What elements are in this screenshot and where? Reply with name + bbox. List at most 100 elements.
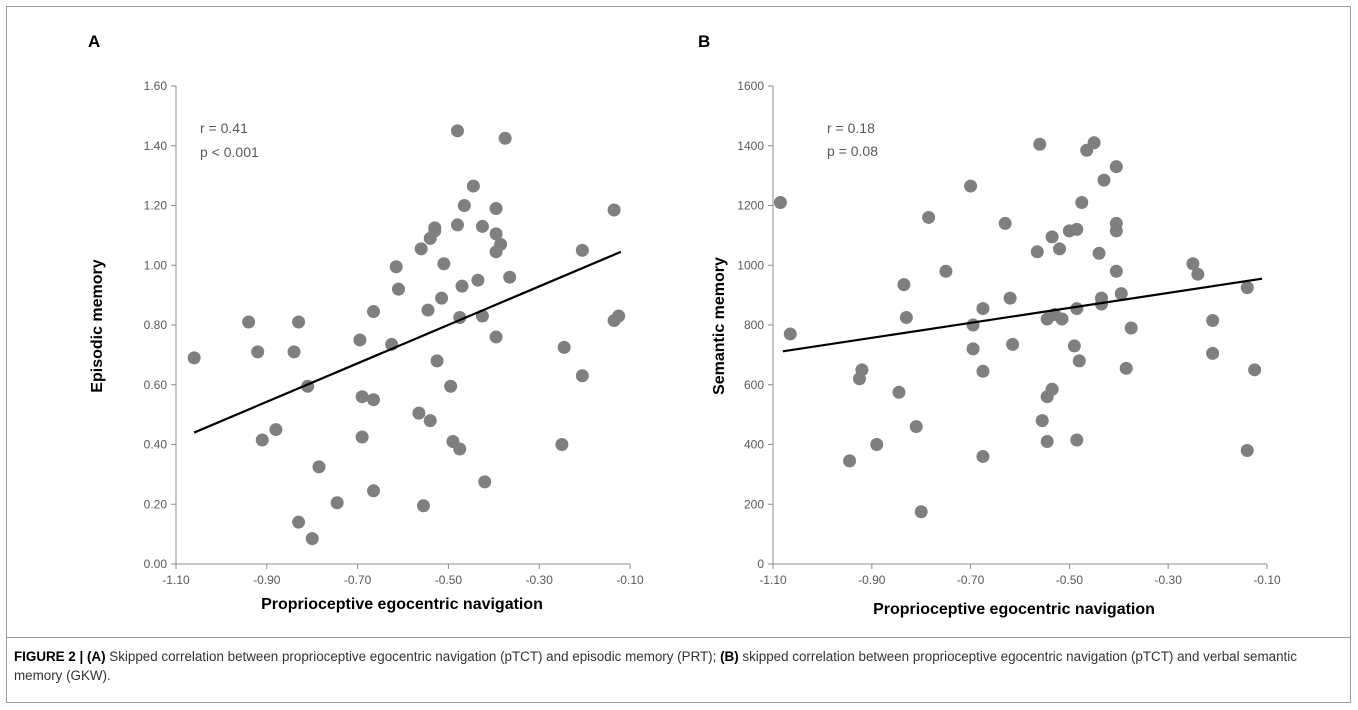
y-tick-label-a: 1.40 [144, 139, 168, 153]
y-tick-label-b: 1000 [737, 258, 764, 272]
y-tick-label-b: 1400 [737, 139, 764, 153]
data-point-b [1075, 196, 1089, 210]
data-point-a [607, 203, 621, 217]
data-point-a [557, 340, 571, 354]
regression-line-a [193, 250, 622, 434]
data-point-a [435, 291, 449, 305]
data-point-b [843, 454, 857, 468]
chart-panel-a: A Episodic memory Proprioceptive egocent… [88, 32, 644, 613]
data-point-a [453, 442, 467, 456]
data-point-b [1240, 443, 1254, 457]
data-point-a [391, 282, 405, 296]
data-point-b [922, 210, 936, 224]
data-point-b [1109, 160, 1123, 174]
data-point-b [1072, 354, 1086, 368]
x-tick-label-b: -1.10 [759, 573, 787, 587]
points-a [187, 124, 626, 546]
y-tick-label-a: 1.60 [144, 79, 168, 93]
data-point-b [1003, 291, 1017, 305]
data-point-b [976, 302, 990, 316]
data-point-b [899, 311, 913, 325]
data-point-b [773, 196, 787, 210]
data-point-b [914, 505, 928, 519]
data-point-b [1053, 242, 1067, 256]
caption-part-b-label: (B) [720, 649, 739, 664]
data-point-b [1206, 314, 1220, 328]
figure-caption: FIGURE 2 | (A) Skipped correlation betwe… [14, 647, 1344, 685]
data-point-a [503, 270, 517, 284]
data-point-a [450, 218, 464, 232]
caption-figure-label: FIGURE 2 | [14, 649, 87, 664]
data-point-a [494, 237, 508, 251]
data-point-b [976, 449, 990, 463]
y-tick-label-b: 800 [744, 318, 764, 332]
x-tick-label-a: -0.10 [616, 573, 644, 587]
data-point-b [1070, 433, 1084, 447]
y-tick-label-a: 0.00 [144, 557, 168, 571]
y-tick-label-b: 600 [744, 378, 764, 392]
x-tick-label-a: -1.10 [162, 573, 190, 587]
y-tick-label-b: 1200 [737, 199, 764, 213]
data-point-b [1045, 382, 1059, 396]
data-point-a [269, 423, 283, 437]
data-point-b [909, 420, 923, 434]
data-point-a [187, 351, 201, 365]
data-point-a [366, 484, 380, 498]
data-point-b [1033, 137, 1047, 151]
y-tick-label-a: 0.80 [144, 318, 168, 332]
data-point-b [964, 179, 978, 193]
caption-part-b-text: skipped correlation between propriocepti… [14, 649, 1297, 683]
chart-panel-b: B Semantic memory Proprioceptive egocent… [698, 32, 1281, 618]
x-tick-label-a: -0.90 [253, 573, 281, 587]
data-point-b [1240, 281, 1254, 295]
data-point-b [855, 363, 869, 377]
data-point-a [305, 532, 319, 546]
x-axis-title-a: Proprioceptive egocentric navigation [261, 596, 543, 613]
stat-r-a: r = 0.41 [200, 120, 248, 136]
data-point-a [366, 305, 380, 319]
data-point-b [1035, 414, 1049, 428]
data-point-b [966, 342, 980, 356]
panel-label-b: B [698, 32, 710, 51]
stat-p-a: p < 0.001 [200, 144, 259, 160]
data-point-b [1040, 435, 1054, 449]
ticks-a: 0.00 0.20 0.40 0.60 0.80 1.00 1.20 1.40 1.60 -1.1… [144, 79, 644, 587]
data-point-b [1114, 287, 1128, 301]
y-tick-label-a: 0.60 [144, 378, 168, 392]
data-point-a [498, 131, 512, 145]
caption-part-a-text: Skipped correlation between propriocepti… [105, 649, 721, 664]
data-point-b [966, 318, 980, 332]
data-point-a [428, 224, 442, 238]
data-point-a [242, 315, 256, 329]
data-point-a [330, 496, 344, 510]
data-point-b [1119, 361, 1133, 375]
data-point-a [575, 243, 589, 257]
caption-part-a-label: (A) [86, 649, 106, 664]
data-point-a [292, 315, 306, 329]
stat-r-b: r = 0.18 [827, 120, 875, 136]
stat-p-b: p = 0.08 [827, 143, 878, 159]
y-axis-title-a: Episodic memory [89, 259, 106, 392]
data-point-b [1055, 312, 1069, 326]
figure-frame [6, 6, 1351, 703]
caption-divider [6, 637, 1351, 638]
data-point-a [287, 345, 301, 359]
data-point-b [1109, 224, 1123, 238]
data-point-b [1097, 173, 1111, 187]
data-point-a [414, 242, 428, 256]
data-point-b [1248, 363, 1262, 377]
y-axis-title-b: Semantic memory [711, 257, 728, 395]
data-point-a [612, 309, 626, 323]
data-point-a [421, 303, 435, 317]
data-point-a [389, 260, 403, 274]
data-point-b [1070, 222, 1084, 236]
data-point-a [355, 390, 369, 404]
y-tick-label-a: 1.00 [144, 258, 168, 272]
ticks-b: 0 200 400 600 800 1000 1200 1400 1600 -1.10 -0.90 -… [737, 79, 1281, 587]
data-point-b [892, 385, 906, 399]
data-point-b [783, 327, 797, 341]
data-point-b [1092, 246, 1106, 260]
data-point-b [1191, 267, 1205, 281]
regression-line-b [782, 277, 1263, 353]
data-point-b [897, 278, 911, 292]
